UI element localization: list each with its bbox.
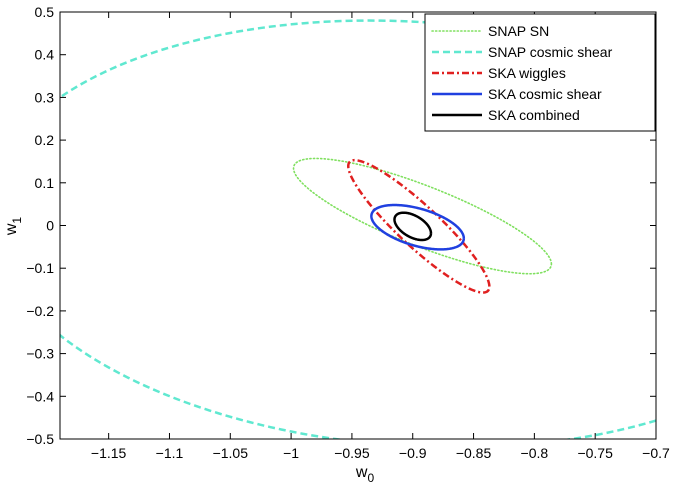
x-tick-label: −1 [283, 445, 299, 461]
legend-label-ska-combined: SKA combined [488, 107, 580, 123]
x-tick-label: −0.8 [521, 445, 549, 461]
ska-combined-contour [393, 211, 433, 242]
x-tick-label: −1.15 [91, 445, 127, 461]
y-tick-label: 0 [46, 218, 54, 234]
contour-layer [60, 19, 656, 439]
y-tick-label: −0.1 [26, 260, 54, 276]
snap-sn-contour [292, 157, 553, 275]
y-tick-label: 0.5 [35, 4, 55, 20]
legend-label-snap-sn: SNAP SN [488, 23, 549, 39]
x-tick-label: −1.1 [156, 445, 184, 461]
y-tick-label: −0.4 [26, 388, 54, 404]
x-tick-label: −1.05 [213, 445, 249, 461]
x-tick-label: −0.9 [399, 445, 427, 461]
y-tick-label: 0.1 [35, 175, 55, 191]
x-tick-label: −0.95 [334, 445, 370, 461]
legend-label-ska-cosmic-shear: SKA cosmic shear [488, 86, 602, 102]
legend: SNAP SN SNAP cosmic shear SKA wiggles SKA c… [424, 13, 656, 132]
x-axis-label: w0 [355, 464, 375, 485]
y-tick-label: −0.5 [26, 431, 54, 447]
y-tick-label: −0.2 [26, 303, 54, 319]
x-axis: −1.15 −1.1 −1.05 −1 −0.95 −0.9 −0.85 −0.8 −0.75 −… [91, 12, 670, 461]
legend-label-ska-wiggles: SKA wiggles [488, 65, 566, 81]
x-tick-label: −0.7 [642, 445, 670, 461]
x-tick-label: −0.75 [577, 445, 613, 461]
y-tick-label: 0.3 [35, 89, 55, 105]
y-tick-label: 0.4 [35, 47, 55, 63]
y-tick-label: −0.3 [26, 346, 54, 362]
y-axis-label-subscript: 1 [10, 217, 24, 224]
legend-label-snap-cosmic-shear: SNAP cosmic shear [488, 44, 613, 60]
ska-wiggles-contour [347, 158, 491, 294]
x-tick-label: −0.85 [456, 445, 492, 461]
y-axis: 0.5 0.4 0.3 0.2 0.1 0 −0.1 −0.2 −0.3 −0.4 −0.5 [26, 4, 656, 447]
y-axis-label: w1 [3, 217, 24, 237]
x-axis-label-subscript: 0 [367, 471, 374, 485]
ska-cosmic-shear-contour [370, 203, 466, 251]
y-tick-label: 0.2 [35, 132, 55, 148]
